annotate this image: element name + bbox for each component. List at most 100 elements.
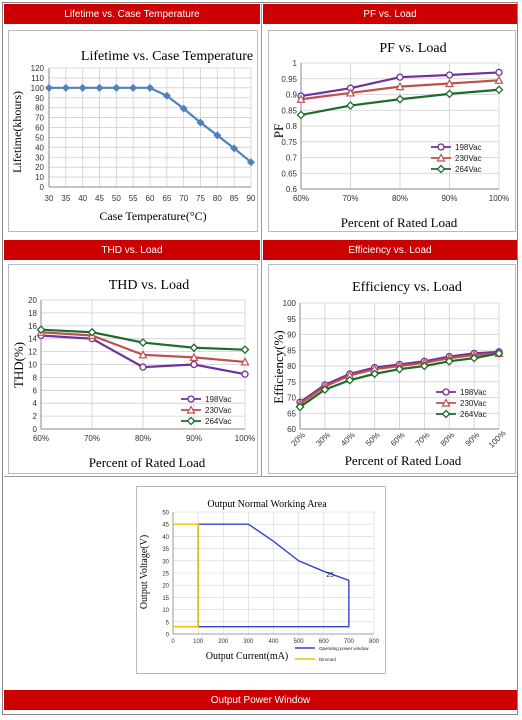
lifetime-x-tick: 60 (146, 194, 155, 203)
lifetime-y-tick: 30 (35, 153, 44, 162)
thd-x-tick: 60% (33, 434, 49, 443)
pf-y-tick: 0.65 (281, 169, 297, 178)
thd-legend-label: 264Vac (205, 417, 232, 426)
header-efficiency: Efficiency vs. Load (263, 240, 517, 260)
window-x-tick: 100 (193, 639, 204, 645)
eff-y-tick: 100 (283, 299, 297, 308)
window-x-tick: 300 (243, 639, 254, 645)
pf-legend-label: 264Vac (455, 165, 482, 174)
eff-point (345, 375, 355, 385)
lifetime-point (78, 83, 87, 92)
thd-point (190, 360, 198, 369)
pf-point (396, 73, 404, 81)
thd-y-tick: 4 (33, 399, 38, 408)
pf-legend-marker (437, 143, 445, 151)
eff-y-tick: 65 (287, 409, 296, 418)
lifetime-y-tick: 10 (35, 173, 44, 182)
eff-point (295, 402, 305, 412)
thd-chart: THD vs. Load 0 2 4 6 8 10 12 14 16 18 20 60% 70% 80% 9… (11, 278, 255, 470)
lifetime-y-tick: 110 (31, 74, 44, 83)
window-y-tick: 25 (162, 572, 169, 578)
thd-y-tick: 0 (33, 425, 38, 434)
thd-point (241, 370, 249, 378)
window-y-tick: 5 (166, 620, 170, 626)
window-y-tick: 35 (162, 547, 169, 553)
lifetime-x-tick: 65 (162, 194, 171, 203)
eff-point (494, 348, 504, 358)
thd-legend-label: 230Vac (205, 406, 232, 415)
lifetime-y-tick: 0 (40, 183, 45, 192)
eff-y-tick: 60 (287, 425, 296, 434)
lifetime-point (230, 144, 239, 153)
lifetime-x-tick: 75 (196, 194, 205, 203)
lifetime-ylabel: Lifetime(khours) (10, 91, 24, 173)
eff-x-tick: 30% (314, 430, 332, 448)
lifetime-x-tick: 30 (45, 194, 54, 203)
thd-y-tick: 20 (28, 296, 37, 305)
efficiency-ylabel: Efficiency(%) (271, 330, 286, 403)
eff-point (370, 369, 380, 379)
thd-legend-marker (186, 405, 196, 414)
pf-chart-title: PF vs. Load (379, 41, 446, 56)
efficiency-series (295, 348, 504, 412)
window-y-tick: 0 (166, 633, 170, 639)
eff-y-tick: 80 (287, 362, 296, 371)
window-y-tick: 40 (162, 535, 169, 541)
pf-y-tick: 0.8 (286, 122, 298, 131)
thd-y-tick: 12 (28, 348, 37, 357)
lifetime-point (45, 83, 53, 92)
eff-y-tick: 95 (287, 315, 296, 324)
lifetime-x-tick: 50 (112, 194, 121, 203)
lifetime-y-tick: 70 (35, 114, 44, 123)
pf-x-tick: 70% (342, 194, 358, 203)
eff-y-tick: 90 (287, 331, 296, 340)
pf-panel: PF vs. Load 0.6 0.65 0.7 0.75 0.8 0.85 0.9 0.95… (268, 30, 516, 232)
thd-y-tick: 8 (33, 373, 38, 382)
window-legend: Operating power window Dimmed (295, 646, 369, 662)
eff-point (395, 364, 404, 374)
thd-point (189, 343, 199, 353)
row-divider (4, 476, 517, 477)
header-lifetime: Lifetime vs. Case Temperature (4, 4, 260, 24)
thd-y-tick: 18 (28, 309, 37, 318)
window-grid (172, 511, 375, 635)
pf-point (495, 68, 503, 77)
pf-y-tick: 1 (293, 59, 298, 68)
pf-point (395, 81, 405, 91)
pf-point (296, 110, 306, 120)
thd-legend-marker (186, 416, 196, 426)
eff-y-tick: 75 (287, 378, 296, 387)
window-y-tick: 20 (162, 584, 169, 590)
window-x-tick: 0 (171, 639, 175, 645)
thd-y-tick: 2 (33, 412, 38, 421)
window-panel: Output Normal Working Area 0 5 10 15 20 25 30 3… (136, 486, 386, 674)
window-x-tick: 800 (369, 639, 380, 645)
lifetime-panel: Lifetime vs. Case Temperature 0 10 20 30 40 5… (8, 30, 258, 232)
eff-x-tick: 80% (439, 430, 457, 448)
efficiency-panel: Efficiency vs. Load 60 65 70 75 80 85 90 95 100 2… (268, 264, 516, 474)
pf-point (345, 88, 356, 97)
lifetime-x-tick: 45 (95, 194, 104, 203)
pf-legend: 198Vac 230Vac 264Vac (431, 143, 482, 174)
pf-y-tick: 0.75 (281, 138, 297, 147)
window-chart: Output Normal Working Area 0 5 10 15 20 25 30 3… (139, 499, 380, 662)
pf-axes: 0.6 0.65 0.7 0.75 0.8 0.85 0.9 0.95 1 60% 70% 80% 90… (281, 59, 509, 203)
eff-x-tick: 40% (339, 430, 357, 448)
efficiency-legend: 198Vac 230Vac 264Vac (436, 388, 487, 419)
window-x-tick: 700 (344, 639, 355, 645)
eff-legend-marker (442, 388, 450, 396)
thd-x-tick: 70% (84, 434, 100, 443)
lifetime-y-tick: 60 (35, 124, 44, 133)
window-legend-label: Dimmed (319, 657, 336, 662)
eff-y-tick: 70 (287, 394, 296, 403)
thd-point (87, 327, 97, 337)
thd-y-tick: 10 (28, 361, 37, 370)
lifetime-y-tick: 120 (31, 64, 45, 73)
window-x-tick: 200 (218, 639, 229, 645)
thd-legend-marker (187, 395, 195, 403)
thd-panel: THD vs. Load 0 2 4 6 8 10 12 14 16 18 20 60% 70% 80% 9… (8, 264, 258, 474)
thd-x-tick: 90% (186, 434, 202, 443)
pf-series (296, 68, 504, 120)
